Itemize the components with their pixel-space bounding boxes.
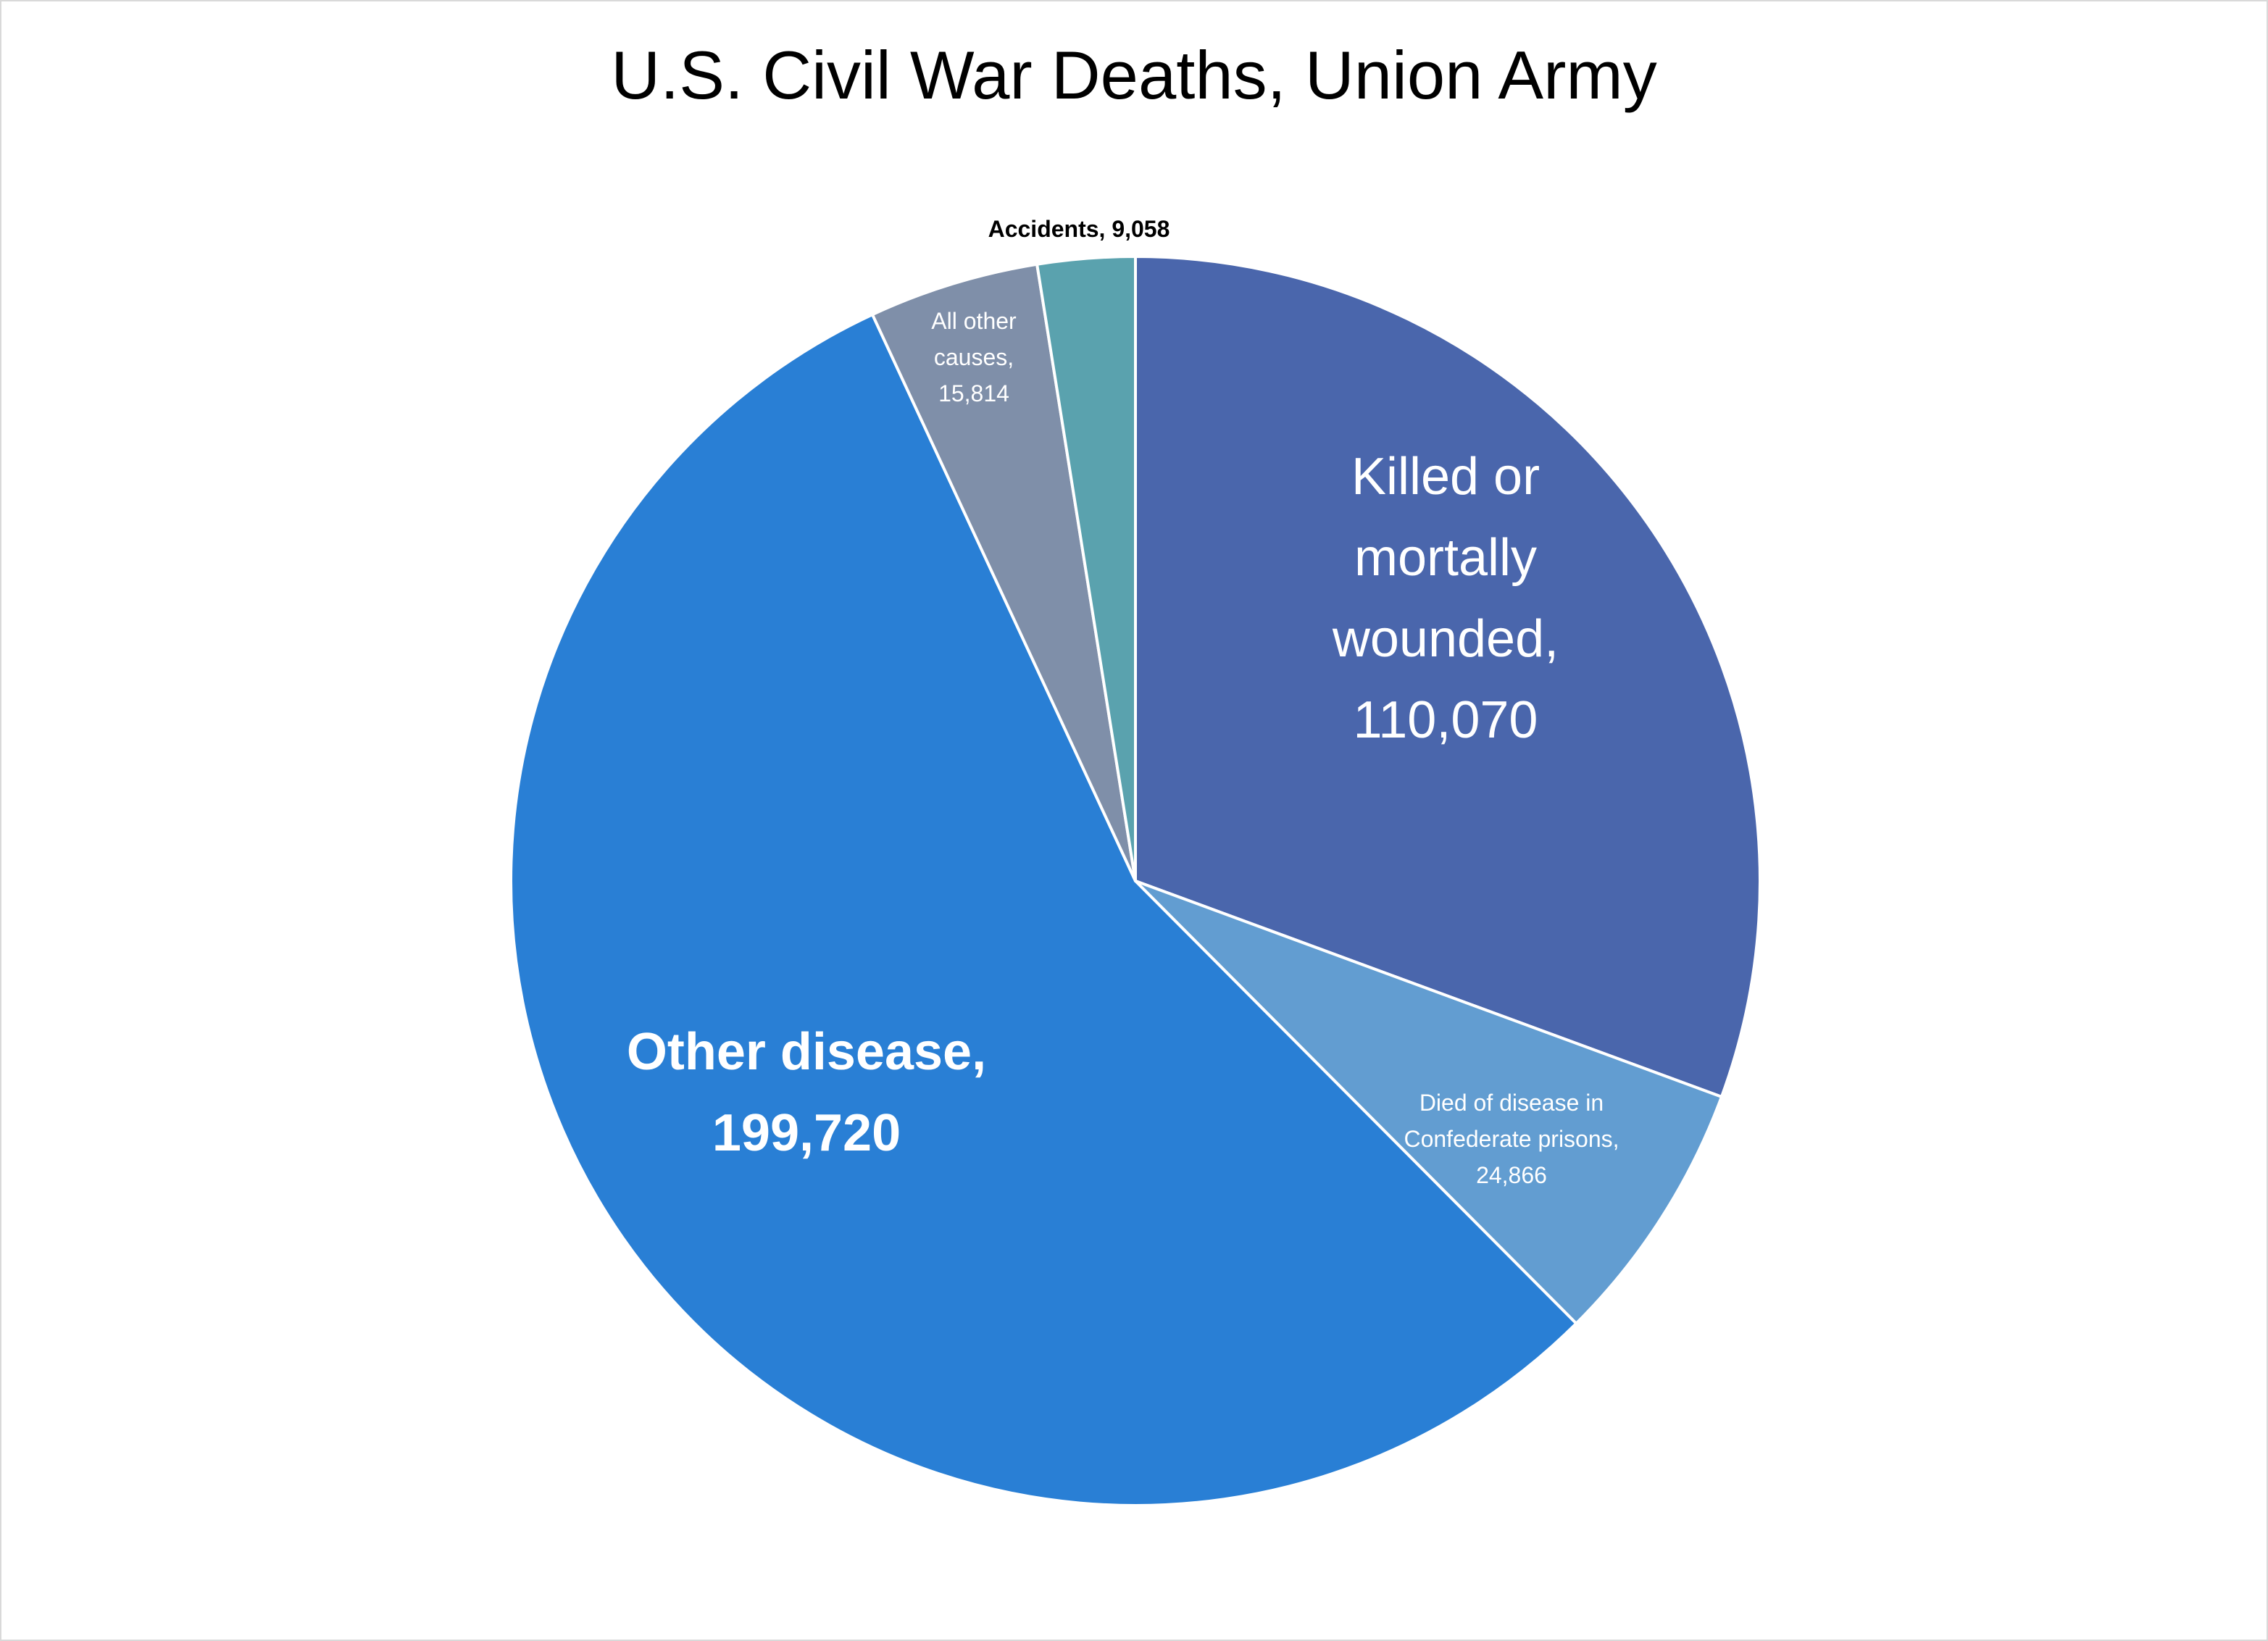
data-label-all-other-causes: All other causes, 15,814 <box>931 308 1017 406</box>
data-label-other-disease: Other disease, 199,720 <box>627 1023 986 1162</box>
data-label-killed-or-mortally-wounded: Killed or mortally wounded, 110,070 <box>1332 448 1559 749</box>
data-label-line: All other <box>931 308 1017 334</box>
data-label-line: wounded, <box>1332 610 1559 668</box>
pie-slice-all-other-causes <box>871 262 1137 882</box>
data-label-line: Confederate prisons, <box>1404 1126 1619 1152</box>
data-label-line: 199,720 <box>712 1104 901 1162</box>
data-label-accidents: Accidents, 9,058 <box>988 216 1170 242</box>
data-label-line: 15,814 <box>938 380 1009 406</box>
data-label-line: Killed or <box>1351 448 1540 506</box>
pie-slice-killed-or-mortally-wounded <box>1134 255 1762 1098</box>
pie-slice-other-disease <box>509 313 1578 1507</box>
pie-slice-died-of-disease-in-confederate-prisons <box>1134 880 1723 1325</box>
data-label-line: Accidents, 9,058 <box>988 216 1170 242</box>
data-label-line: 110,070 <box>1354 691 1538 749</box>
chart-title: U.S. Civil War Deaths, Union Army <box>611 37 1656 113</box>
pie-slice-accidents <box>1035 255 1137 882</box>
data-label-died-of-disease-in-confederate-prisons: Died of disease in Confederate prisons, 24… <box>1404 1090 1619 1188</box>
data-label-line: mortally <box>1354 529 1537 587</box>
data-label-line: causes, <box>934 344 1014 370</box>
data-label-line: 24,866 <box>1476 1162 1547 1188</box>
data-label-line: Other disease, <box>627 1023 986 1081</box>
pie-slices <box>509 255 1762 1507</box>
data-label-line: Died of disease in <box>1419 1090 1604 1116</box>
slice-labels: Killed or mortally wounded, 110,070 Died of … <box>627 216 1619 1188</box>
